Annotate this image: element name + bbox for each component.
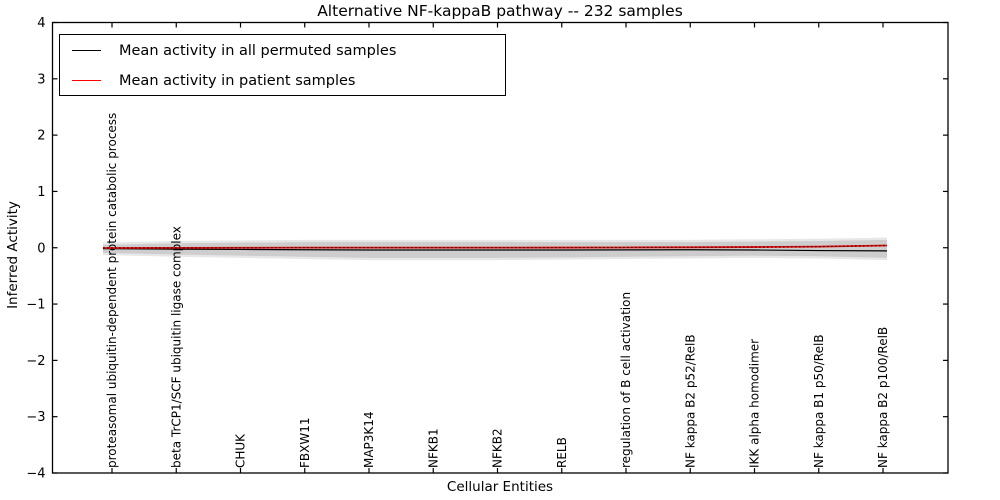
chart-title: Alternative NF-kappaB pathway -- 232 sam… — [317, 2, 683, 20]
x-tick-label: proteasomal ubiquitin-dependent protein … — [105, 113, 119, 468]
legend-label-permuted: Mean activity in all permuted samples — [119, 42, 397, 59]
permuted-mean-line — [102, 247, 888, 252]
red-line-sample-icon — [72, 80, 101, 81]
patient-line-dotted-overlay — [102, 244, 888, 249]
x-tick-label: NF kappa B2 p100/RelB — [876, 327, 890, 468]
y-axis-label: Inferred Activity — [5, 201, 21, 309]
x-tick-label: FBXW11 — [298, 418, 312, 469]
x-tick-label: NF kappa B1 p50/RelB — [812, 334, 826, 468]
legend-box: Mean activity in all permuted samples Me… — [59, 34, 506, 96]
x-tick-label: CHUK — [234, 433, 248, 468]
black-line-sample-icon — [72, 50, 101, 51]
x-tick-label: RELB — [555, 437, 569, 468]
x-tick-label: MAP3K14 — [362, 411, 376, 468]
legend-label-patient: Mean activity in patient samples — [119, 72, 356, 89]
x-tick-label: beta TrCP1/SCF ubiquitin ligase complex — [169, 226, 183, 468]
permutation-band-inner — [103, 239, 887, 258]
y-tick-label: 0 — [37, 241, 45, 256]
y-tick-label: 2 — [37, 129, 45, 144]
legend-item-permuted-samples: Mean activity in all permuted samples — [60, 36, 505, 65]
y-tick-label: 1 — [37, 185, 45, 200]
x-tick-label: NFKB1 — [426, 428, 440, 468]
legend-item-patient-samples: Mean activity in patient samples — [60, 66, 505, 95]
y-tick-label: −3 — [26, 410, 45, 425]
y-tick-label: −2 — [26, 354, 45, 369]
x-tick-label: NF kappa B2 p52/RelB — [683, 334, 697, 468]
x-tick-label: regulation of B cell activation — [619, 292, 633, 468]
x-tick-label: IKK alpha homodimer — [748, 339, 762, 468]
x-axis-label: Cellular Entities — [446, 479, 554, 495]
x-tick-label: NFKB2 — [491, 428, 505, 468]
y-tick-label: −1 — [26, 298, 45, 313]
y-tick-label: −4 — [26, 467, 45, 482]
y-tick-label: 4 — [37, 16, 45, 31]
y-tick-label: 3 — [37, 72, 45, 87]
